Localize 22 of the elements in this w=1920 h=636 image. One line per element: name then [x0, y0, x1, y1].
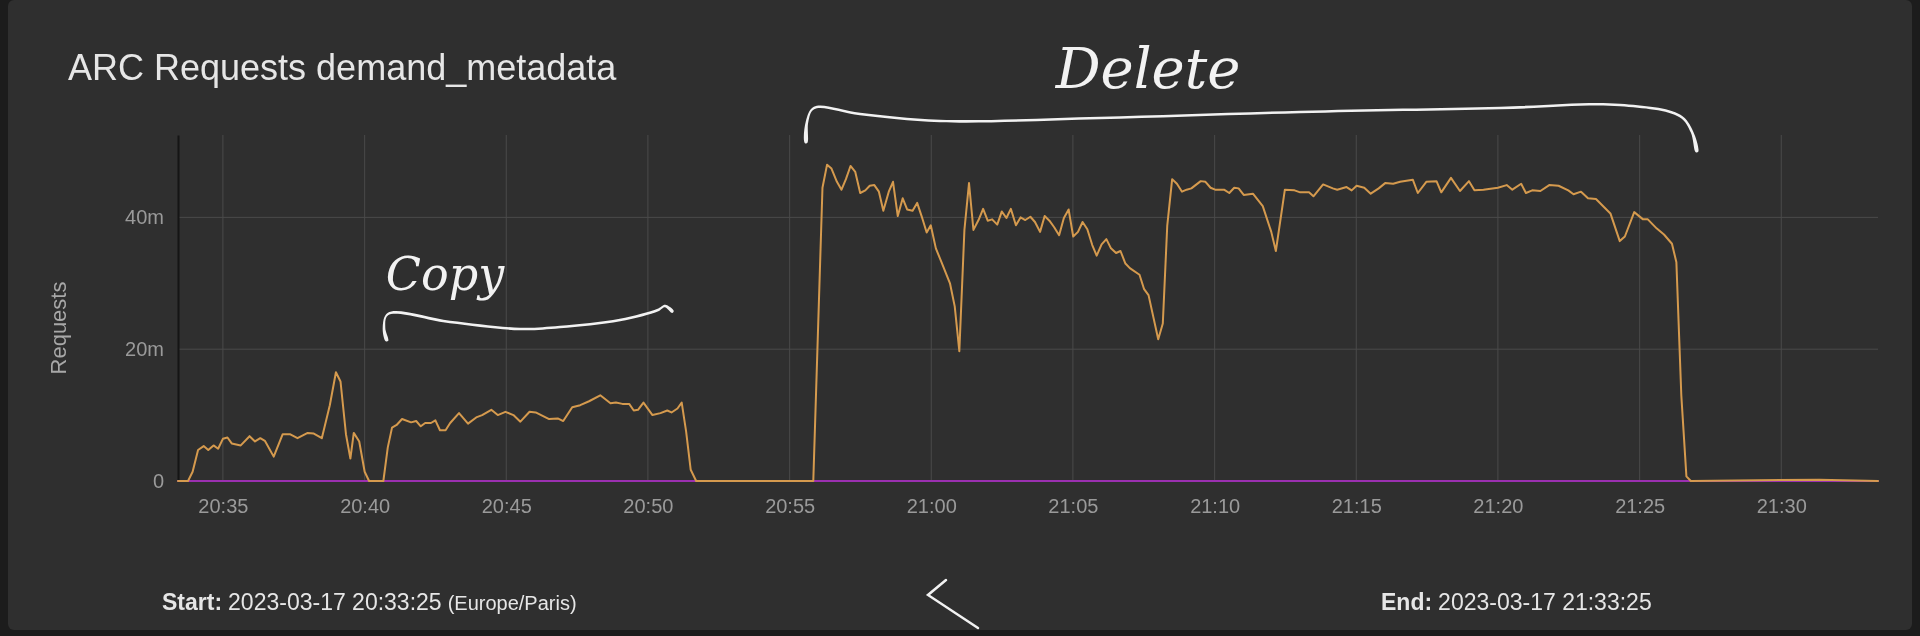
annotation: Copy — [385, 247, 506, 301]
y-tick-label: 40m — [125, 206, 164, 229]
x-tick-label: 21:00 — [906, 495, 957, 518]
chart-title: ARC Requests demand_metadata — [68, 47, 618, 88]
x-tick-label: 21:10 — [1190, 495, 1241, 518]
x-tick-label: 20:45 — [481, 495, 532, 518]
x-tick-label: 21:05 — [1048, 495, 1099, 518]
x-tick-label: 20:40 — [340, 495, 391, 518]
y-axis-title: Requests — [46, 281, 71, 375]
x-tick-label: 21:20 — [1473, 495, 1524, 518]
x-tick-label: 21:15 — [1331, 495, 1382, 518]
text: Delete — [1054, 36, 1241, 101]
y-tick-label: 0 — [152, 469, 164, 492]
line-series — [177, 163, 1879, 482]
x-tick-label: 20:55 — [765, 495, 816, 518]
y-tick-label: 20m — [125, 338, 164, 361]
x-tick-label: 21:30 — [1756, 495, 1807, 518]
text: Start: 2023-03-17 20:33:25 (Europe/Paris) — [162, 589, 577, 615]
x-tick-label: 21:25 — [1615, 495, 1666, 518]
text: End: 2023-03-17 21:33:25 — [1381, 589, 1652, 615]
x-tick-label: 20:35 — [198, 495, 249, 518]
x-tick-label: 20:50 — [623, 495, 674, 518]
